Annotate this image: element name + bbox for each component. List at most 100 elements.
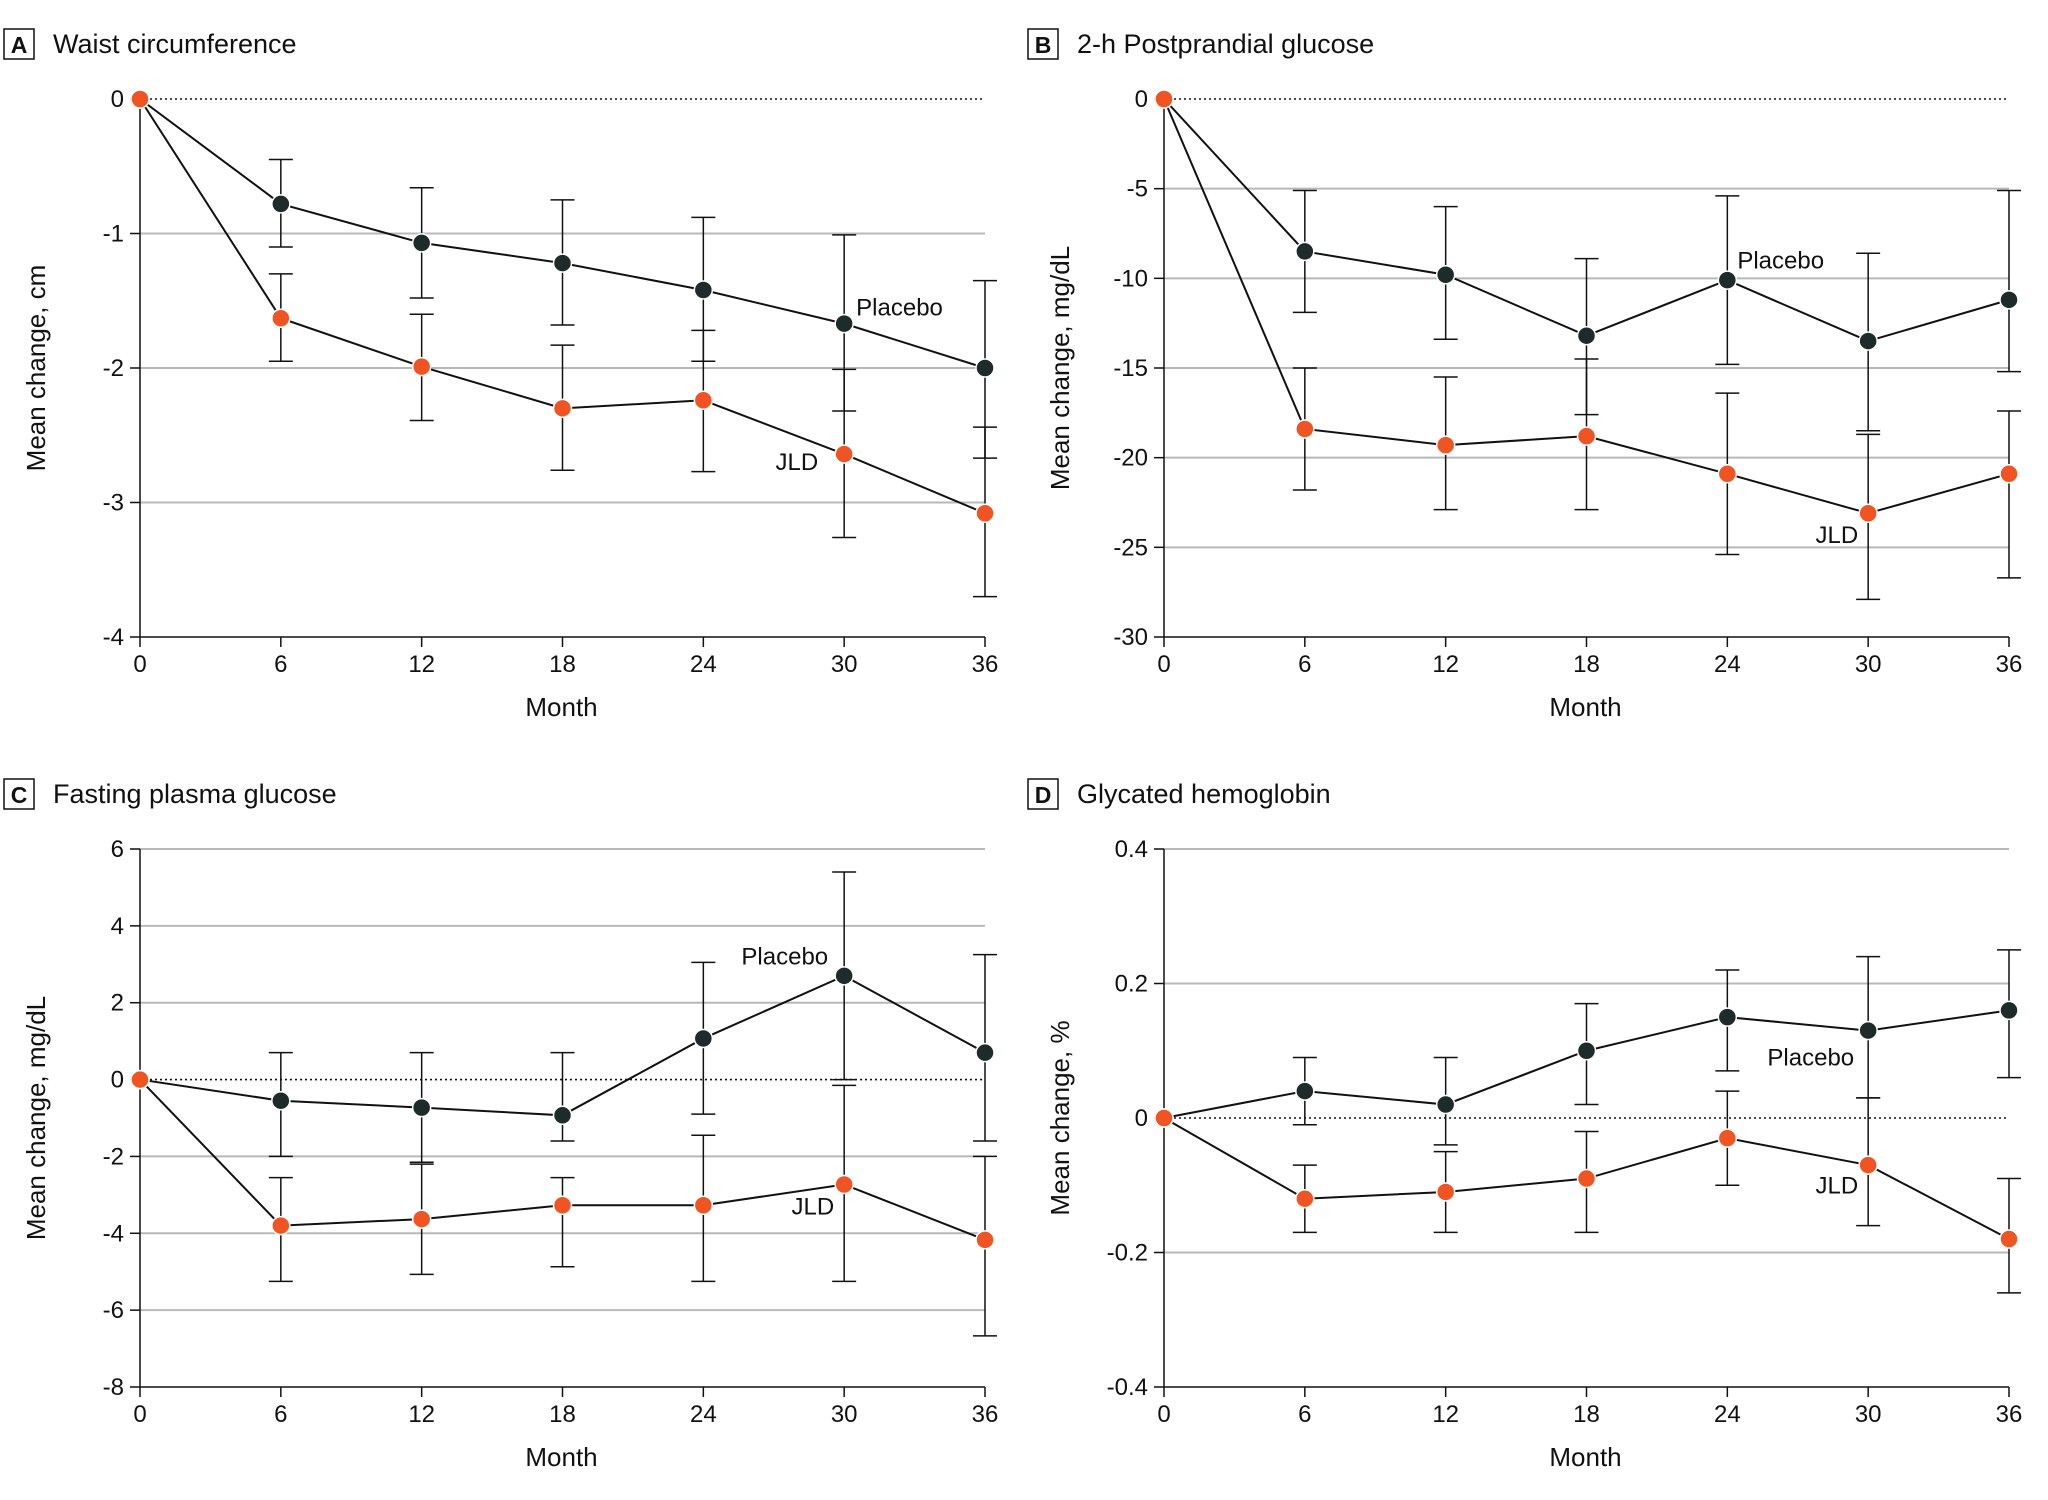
panel-b-placebo-point bbox=[1576, 325, 1597, 346]
panel-a-jld-point bbox=[693, 390, 714, 411]
panel-a-letter: A bbox=[11, 32, 28, 58]
panel-a-jld-point bbox=[834, 444, 854, 464]
panel-b-chart: B 2-h Postprandial glucose 0 -5 -10 -15 -20 -25… bbox=[1027, 28, 2023, 722]
panel-d-placebo-point bbox=[1858, 1020, 1878, 1041]
panel-d-jld-point bbox=[1435, 1182, 1456, 1202]
panel-d: D Glycated hemoglobin 0.4 0.2 0 -0.2 -0.4 0 6 12 1… bbox=[1024, 750, 2048, 1500]
panel-c-y-tick-label: -4 bbox=[103, 1220, 124, 1247]
panel-d-title: Glycated hemoglobin bbox=[1077, 779, 1331, 809]
panel-b-jld-point bbox=[1295, 419, 1315, 439]
panel-b-placebo-label: Placebo bbox=[1737, 247, 1824, 274]
panel-b-jld-point bbox=[1435, 435, 1456, 455]
panel-d-x-tick-label: 36 bbox=[1996, 1401, 2023, 1428]
panel-a-x-axis-title: Month bbox=[525, 692, 597, 722]
panel-d-jld-point bbox=[1576, 1168, 1597, 1189]
panel-d-jld-point bbox=[1295, 1188, 1315, 1209]
panel-c-x-tick-label: 6 bbox=[274, 1401, 287, 1428]
panel-a-jld-label: JLD bbox=[775, 449, 818, 476]
panel-c-placebo-point bbox=[693, 1028, 714, 1049]
panel-b-placebo-point bbox=[1435, 264, 1456, 285]
panel-b-x-tick-label: 18 bbox=[1573, 651, 1600, 678]
panel-c-x-tick-label: 24 bbox=[690, 1401, 717, 1428]
panel-c-placebo-point bbox=[975, 1042, 995, 1063]
panel-c-x-tick-label: 0 bbox=[133, 1401, 146, 1428]
panel-c-jld-point bbox=[271, 1215, 291, 1236]
panel-d-y-tick-label: 0.4 bbox=[1115, 836, 1148, 863]
panel-b-x-tick-label: 24 bbox=[1714, 651, 1741, 678]
panel-b-placebo-point bbox=[1295, 241, 1315, 262]
panel-d-x-axis-title: Month bbox=[1549, 1442, 1621, 1472]
panel-d-jld-point bbox=[1717, 1128, 1738, 1148]
panel-c-y-tick-label: -8 bbox=[103, 1374, 124, 1401]
panel-a-placebo-point bbox=[693, 280, 714, 300]
panel-d-jld-point bbox=[1999, 1229, 2019, 1249]
panel-d-placebo-label: Placebo bbox=[1767, 1044, 1854, 1071]
panel-c-y-tick-label: -2 bbox=[103, 1143, 124, 1170]
panel-a-x-tick-label: 6 bbox=[274, 651, 287, 678]
panel-b-x-tick-label: 0 bbox=[1157, 651, 1170, 678]
panel-b-jld-point bbox=[1999, 464, 2019, 484]
panel-b-placebo-point bbox=[1858, 331, 1878, 351]
panel-c-x-tick-label: 30 bbox=[831, 1401, 858, 1428]
panel-d-x-tick-label: 18 bbox=[1573, 1401, 1600, 1428]
panel-a-placebo-point bbox=[834, 313, 854, 334]
panel-c-y-tick-label: 0 bbox=[111, 1067, 124, 1094]
panel-c-y-tick-label: 2 bbox=[111, 990, 124, 1017]
panel-d-letter: D bbox=[1035, 782, 1052, 808]
panel-c-title: Fasting plasma glucose bbox=[53, 779, 337, 809]
panel-c-y-axis-title: Mean change, mg/dL bbox=[21, 996, 51, 1240]
panel-a-jld-point bbox=[975, 503, 995, 524]
panel-a-x-tick-label: 0 bbox=[133, 651, 146, 678]
panel-a-y-tick-label: -3 bbox=[103, 490, 124, 517]
panel-c-jld-point bbox=[975, 1230, 995, 1250]
panel-b-x-tick-label: 36 bbox=[1996, 651, 2023, 678]
panel-d-y-tick-label: 0.2 bbox=[1115, 971, 1148, 998]
panel-c-x-tick-label: 18 bbox=[549, 1401, 576, 1428]
panel-c-letter: C bbox=[11, 782, 28, 808]
panel-c-jld-point bbox=[411, 1209, 432, 1229]
panel-d-placebo-point bbox=[1576, 1041, 1597, 1061]
panel-c-y-tick-label: 4 bbox=[111, 913, 124, 940]
panel-b-placebo-point bbox=[1999, 290, 2019, 310]
panel-b-x-tick-label: 12 bbox=[1432, 651, 1459, 678]
panel-b-y-tick-label: -10 bbox=[1113, 265, 1148, 292]
panel-d-y-tick-label: -0.2 bbox=[1107, 1240, 1148, 1267]
panel-c: C Fasting plasma glucose 6 4 2 0 -2 -4 -6 -8 0 6 12 1… bbox=[0, 750, 1024, 1500]
panel-a-title: Waist circumference bbox=[53, 29, 297, 59]
panel-c-jld-point bbox=[552, 1195, 573, 1215]
panel-b-x-tick-label: 6 bbox=[1298, 651, 1311, 678]
panel-b-y-tick-label: -20 bbox=[1113, 445, 1148, 472]
panel-c-x-tick-label: 12 bbox=[408, 1401, 435, 1428]
panel-b-jld-point bbox=[1154, 89, 1174, 109]
panel-d-y-axis-title: Mean change, % bbox=[1045, 1020, 1075, 1215]
panel-c-jld-point bbox=[834, 1174, 854, 1195]
panel-a-x-tick-label: 18 bbox=[549, 651, 576, 678]
panel-a-x-tick-label: 30 bbox=[831, 651, 858, 678]
panel-c-letter-box bbox=[3, 778, 35, 810]
panel-a-jld-point bbox=[552, 398, 573, 419]
panel-b-title: 2-h Postprandial glucose bbox=[1077, 29, 1374, 59]
panel-d-jld-point bbox=[1858, 1155, 1878, 1175]
panel-a-chart: A Waist circumference 0 -1 -2 -3 -4 0 6 12 18 24 30 3… bbox=[3, 28, 998, 722]
panel-b-y-axis-title: Mean change, mg/dL bbox=[1045, 246, 1075, 490]
panel-a-placebo-point bbox=[975, 358, 995, 378]
panel-d-chart: D Glycated hemoglobin 0.4 0.2 0 -0.2 -0.4 0 6 12 1… bbox=[1027, 778, 2023, 1472]
panel-b-y-tick-label: -15 bbox=[1113, 355, 1148, 382]
panel-d-x-tick-label: 6 bbox=[1298, 1401, 1311, 1428]
panel-b-y-tick-label: -25 bbox=[1113, 534, 1148, 561]
panel-a-y-axis-title: Mean change, cm bbox=[21, 265, 51, 472]
panel-a-placebo-point bbox=[411, 233, 432, 253]
panel-c-jld-label: JLD bbox=[791, 1193, 834, 1220]
panel-a-placebo-label: Placebo bbox=[856, 294, 943, 321]
panel-d-x-tick-label: 24 bbox=[1714, 1401, 1741, 1428]
panel-b-letter-box bbox=[1027, 28, 1059, 60]
panel-c-placebo-point bbox=[271, 1090, 291, 1111]
panel-b-y-tick-label: -5 bbox=[1127, 176, 1148, 203]
panel-b-jld-point bbox=[1717, 464, 1738, 484]
panel-d-jld-label: JLD bbox=[1815, 1172, 1858, 1199]
panel-b-jld-point bbox=[1576, 426, 1597, 446]
panel-c-y-tick-label: 6 bbox=[111, 836, 124, 863]
panel-a-x-tick-label: 24 bbox=[690, 651, 717, 678]
panel-d-y-tick-label: 0 bbox=[1135, 1105, 1148, 1132]
